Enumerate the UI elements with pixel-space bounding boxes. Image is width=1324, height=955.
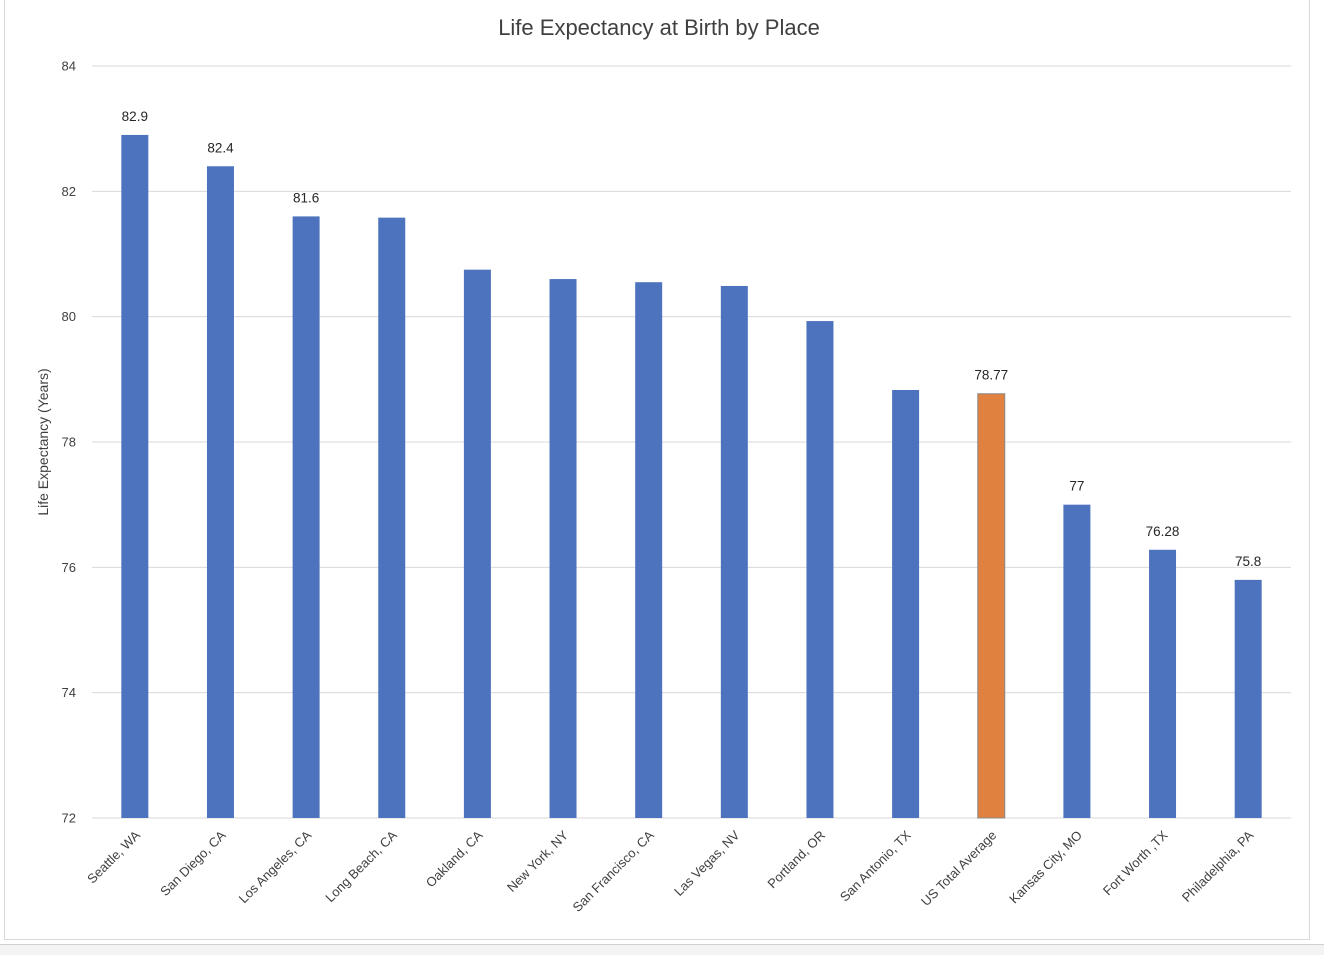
category-label: San Francisco, CA (570, 827, 657, 914)
y-tick-label: 84 (62, 59, 76, 74)
bar (806, 321, 834, 818)
data-label: 81.6 (293, 190, 319, 205)
bar (463, 269, 491, 819)
y-axis-title: Life Expectancy (Years) (35, 368, 51, 515)
bar (206, 166, 234, 818)
bar (720, 285, 748, 819)
y-axis-ticks: 72 74 76 78 80 82 84 (62, 59, 76, 826)
category-label: New York, NY (504, 827, 572, 895)
bar (977, 393, 1006, 819)
chart-title: Life Expectancy at Birth by Place (498, 15, 820, 40)
data-labels: 82.9 82.4 81.6 78.77 77 76.28 75.8 (122, 109, 1262, 569)
bar (635, 282, 663, 818)
data-label: 82.9 (122, 109, 148, 124)
bars (121, 134, 1262, 819)
bar (892, 389, 920, 818)
bar (1234, 579, 1262, 818)
bar (1149, 549, 1177, 818)
chart-border (4, 0, 1310, 940)
category-label: US Total Average (918, 828, 999, 909)
data-label: 82.4 (207, 140, 234, 155)
y-tick-label: 72 (62, 811, 76, 826)
window-bottom-strip (0, 944, 1324, 955)
y-tick-label: 80 (62, 309, 76, 324)
category-labels: Seattle, WA San Diego, CA Los Angeles, CA L… (84, 827, 1256, 914)
category-label: Las Vegas, NV (671, 827, 743, 899)
category-label: Los Angeles, CA (236, 827, 315, 906)
y-tick-label: 82 (62, 184, 76, 199)
category-label: Philadelphia, PA (1179, 827, 1257, 905)
gridlines (92, 65, 1291, 819)
category-label: Oakland, CA (423, 827, 486, 890)
bar (292, 216, 320, 818)
y-tick-label: 74 (62, 685, 76, 700)
category-label: Seattle, WA (84, 827, 143, 886)
bar (378, 217, 406, 819)
data-label: 78.77 (974, 368, 1008, 383)
category-label: San Diego, CA (157, 827, 229, 899)
y-tick-label: 76 (62, 560, 76, 575)
category-label: Portland, OR (764, 828, 828, 892)
data-label: 77 (1069, 479, 1084, 494)
category-label: Kansas City, MO (1006, 828, 1085, 907)
category-label: Long Beach, CA (322, 827, 400, 905)
category-label: Fort Worth ,TX (1100, 827, 1171, 898)
bar (1063, 504, 1091, 818)
bar (549, 279, 577, 819)
y-tick-label: 78 (62, 435, 76, 450)
data-label: 76.28 (1146, 524, 1180, 539)
category-label: San Antonio, TX (837, 827, 914, 904)
bar (121, 134, 149, 818)
data-label: 75.8 (1235, 554, 1261, 569)
